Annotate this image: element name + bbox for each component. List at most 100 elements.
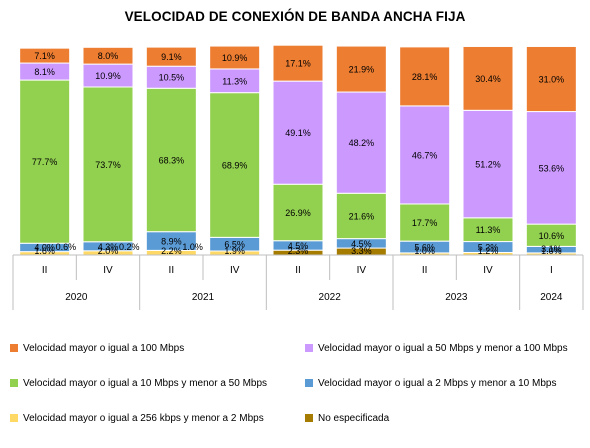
- legend-label: Velocidad mayor o igual a 100 Mbps: [23, 343, 185, 354]
- legend-label: Velocidad mayor o igual a 10 Mbps y meno…: [23, 378, 268, 389]
- year-group-label: 2023: [445, 292, 468, 303]
- bar-segment: [335, 192, 387, 240]
- data-label: 21.6%: [349, 211, 375, 221]
- legend-swatch: [10, 344, 18, 352]
- x-tick-label: II: [42, 265, 48, 276]
- data-label: 4.0%: [34, 243, 55, 253]
- chart-title: VELOCIDAD DE CONEXIÓN DE BANDA ANCHA FIJ…: [124, 9, 466, 24]
- data-label: 1.2%: [478, 246, 499, 256]
- legend: Velocidad mayor o igual a 100 Mbps Veloci…: [0, 330, 590, 448]
- data-label: 2.2%: [161, 246, 182, 256]
- bar-segment: [462, 45, 514, 111]
- bar-segment: [272, 80, 324, 185]
- data-label: 8.9%: [161, 237, 182, 247]
- data-label: 68.3%: [159, 155, 185, 165]
- bar-segment: [399, 203, 451, 242]
- bar-segment: [272, 44, 324, 82]
- stacked-bar-chart: 1.6%4.0% 77.7% 8.1% 7.1% 2.0%4.3% 73.7% 10.9% 8…: [12, 44, 584, 310]
- data-label: 1.0%: [414, 246, 435, 256]
- year-group-label: 2022: [319, 292, 342, 303]
- data-label: 2.3%: [288, 246, 309, 256]
- x-tick-label: II: [169, 265, 175, 276]
- bar-segment: [19, 47, 71, 64]
- legend-item: Velocidad mayor o igual a 50 Mbps y meno…: [305, 343, 568, 354]
- data-label: 28.1%: [412, 72, 438, 82]
- legend-item: Velocidad mayor o igual a 256 kbps y men…: [10, 413, 264, 424]
- bars-layer: [19, 44, 577, 256]
- data-label: 3.3%: [351, 246, 372, 256]
- data-label: 3.1%: [541, 244, 562, 254]
- data-label: 7.1%: [34, 51, 55, 61]
- legend-swatch: [305, 414, 313, 422]
- data-label: 49.1%: [285, 128, 311, 138]
- bar-segment: [525, 45, 577, 113]
- legend-label: No especificada: [318, 413, 390, 424]
- bar-segment: [82, 86, 134, 243]
- data-label: 77.7%: [32, 157, 58, 167]
- bar-segment: [335, 91, 387, 194]
- x-tick-label: IV: [103, 265, 113, 276]
- x-tick-label: IV: [483, 265, 493, 276]
- bar-segment: [462, 109, 514, 219]
- year-group-label: 2024: [540, 292, 563, 303]
- data-label: 11.3%: [476, 225, 501, 235]
- data-label: 17.1%: [285, 59, 311, 69]
- x-axis: II IV II IV II IV II IV I 2020 2021 2022 2023 2024: [12, 254, 584, 310]
- data-label: 26.9%: [285, 208, 311, 218]
- data-label: 17.7%: [412, 218, 438, 228]
- data-label: 30.4%: [475, 74, 501, 84]
- data-label: 10.5%: [159, 73, 185, 83]
- x-tick-label: I: [550, 265, 553, 276]
- legend-label: Velocidad mayor o igual a 256 kbps y men…: [23, 413, 264, 424]
- data-label: 2.0%: [98, 246, 119, 256]
- data-label: 10.6%: [539, 231, 565, 241]
- data-label: 8.1%: [34, 67, 55, 77]
- data-label: 10.9%: [95, 71, 121, 81]
- legend-label: Velocidad mayor o igual a 2 Mbps y menor…: [318, 378, 557, 389]
- data-label: 31.0%: [539, 75, 565, 85]
- x-tick-label: II: [422, 265, 428, 276]
- bar-segment: [145, 46, 197, 67]
- legend-swatch: [305, 344, 313, 352]
- data-label: 68.9%: [222, 161, 248, 171]
- legend-swatch: [305, 379, 313, 387]
- data-label: 9.1%: [161, 52, 182, 62]
- data-label: 48.2%: [349, 138, 375, 148]
- x-tick-label: IV: [230, 265, 240, 276]
- data-label-extra: 1.0%: [182, 242, 203, 252]
- data-label: 6.5%: [224, 240, 245, 250]
- bar-segment: [145, 87, 197, 233]
- bar-segment: [209, 45, 261, 70]
- data-label: 10.9%: [222, 53, 248, 63]
- bar-segment: [82, 46, 134, 65]
- x-tick-label: II: [295, 265, 301, 276]
- data-label: 53.6%: [539, 163, 565, 173]
- legend-item: No especificada: [305, 413, 389, 424]
- data-label: 73.7%: [95, 160, 121, 170]
- year-group-label: 2021: [192, 292, 215, 303]
- data-label: 1.0%: [541, 246, 562, 256]
- legend-label: Velocidad mayor o igual a 50 Mbps y meno…: [318, 343, 568, 354]
- data-label: 5.6%: [414, 243, 435, 253]
- bar-segment: [209, 92, 261, 238]
- data-label: 4.5%: [288, 241, 309, 251]
- bar-segment: [19, 79, 71, 244]
- data-label: 46.7%: [412, 150, 438, 160]
- data-label: 5.2%: [478, 243, 499, 253]
- data-label: 1.6%: [34, 246, 55, 256]
- data-label: 11.3%: [222, 76, 247, 86]
- legend-item: Velocidad mayor o igual a 2 Mbps y menor…: [305, 378, 556, 389]
- x-tick-label: IV: [357, 265, 367, 276]
- data-label: 21.9%: [349, 65, 375, 75]
- data-labels-layer: 1.6%4.0% 77.7% 8.1% 7.1% 2.0%4.3% 73.7% 10.9% 8…: [32, 51, 564, 256]
- legend-item: Velocidad mayor o igual a 100 Mbps: [10, 343, 184, 354]
- legend-swatch: [10, 414, 18, 422]
- year-group-label: 2020: [65, 292, 88, 303]
- bar-segment: [335, 45, 387, 93]
- data-label-extra: 0.2%: [119, 242, 140, 252]
- data-label: 51.2%: [475, 160, 501, 170]
- legend-swatch: [10, 379, 18, 387]
- data-label-extra: 0.6%: [56, 242, 77, 252]
- bar-segment: [272, 183, 324, 242]
- data-label: 4.5%: [351, 239, 372, 249]
